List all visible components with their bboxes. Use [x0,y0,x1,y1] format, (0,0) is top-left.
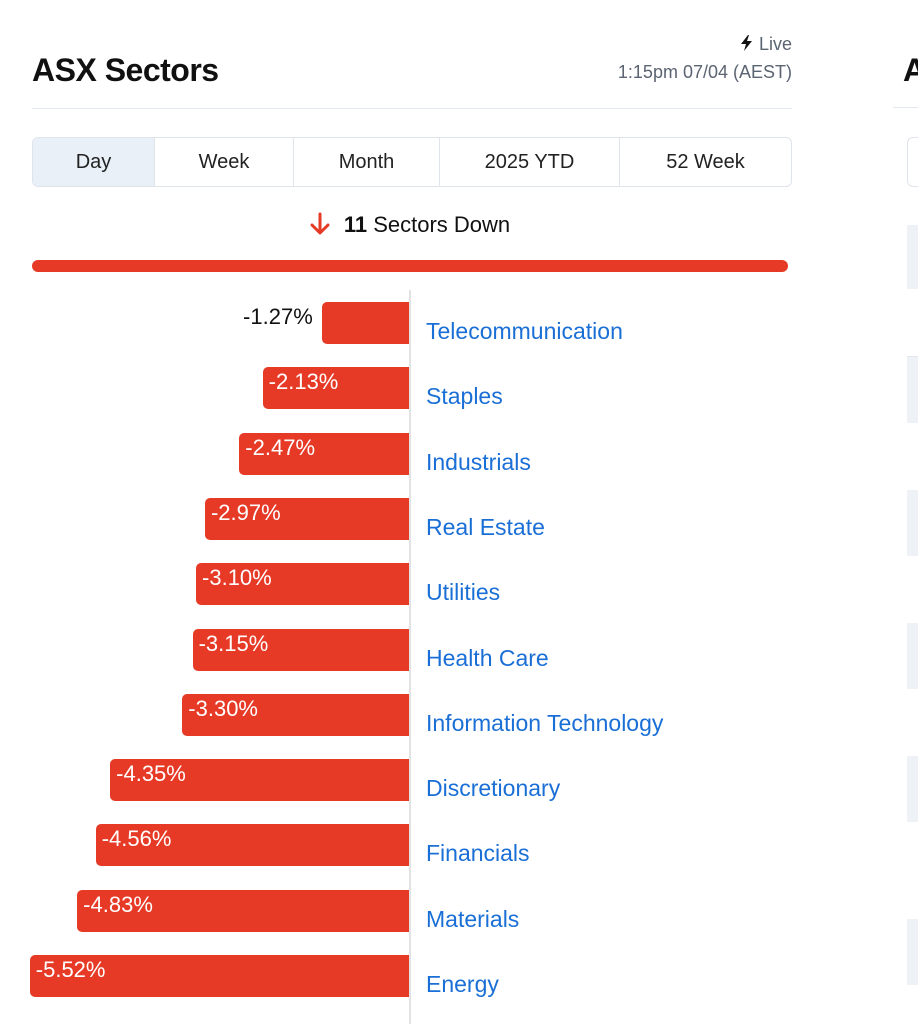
sector-bar [196,563,409,606]
sector-link-financials[interactable]: Financials [426,840,530,867]
sector-value-label: -3.15% [198,630,269,656]
lightning-bolt-icon [740,35,752,51]
sector-value-label: -3.10% [202,565,272,591]
sectors-summary: 11 Sectors Down [32,212,788,238]
widget-title: ASX Sectors [32,52,219,88]
sector-bar [262,367,409,410]
sectors-down-count: 11 [343,212,368,237]
sector-bar [239,432,409,475]
sector-bar [182,693,409,736]
sector-value-label: -2.47% [245,434,316,460]
tab-2025-ytd[interactable]: 2025 YTD [439,138,619,186]
adjacent-panel-tab[interactable] [907,137,918,187]
sector-link-staples[interactable]: Staples [426,383,503,410]
sector-value-label: -4.56% [101,826,172,852]
adjacent-panel-rule [907,356,918,357]
adjacent-panel-row [907,225,918,289]
zero-axis-line [409,290,411,1024]
timestamp: 1:15pm 07/04 (AEST) [617,62,792,82]
sector-link-telecommunication[interactable]: Telecommunication [426,318,623,344]
sector-link-industrials[interactable]: Industrials [426,448,531,475]
sector-value-label: -2.13% [268,369,339,395]
sector-bar [204,497,409,540]
adjacent-panel-divider [893,107,918,108]
sector-value-label: -3.30% [188,695,258,721]
adjacent-panel-title: A [903,52,918,88]
sector-bar [192,628,409,671]
sector-value-label: -4.83% [83,891,153,917]
widget-header: ASX Sectors Live 1:15pm 07/04 (AEST) [32,30,792,109]
adjacent-panel-row [907,357,918,423]
sector-value-label: -1.27% [243,304,313,329]
sector-bar [77,889,409,932]
tab-52-week[interactable]: 52 Week [619,138,791,186]
period-tabs: Day Week Month 2025 YTD 52 Week [32,137,792,187]
down-arrow-icon [310,212,330,235]
sector-link-discretionary[interactable]: Discretionary [426,775,561,802]
tab-week[interactable]: Week [154,138,293,186]
sector-bar-chart: -1.27% Telecommunication -2.13% Staples -2.4… [0,290,918,1024]
sectors-down-bar [32,260,788,272]
sector-bar [29,955,409,997]
sector-bar [321,302,409,344]
sectors-down-text: Sectors Down [373,212,511,237]
sector-link-real-estate[interactable]: Real Estate [426,513,545,540]
sector-value-label: -2.97% [210,499,281,525]
adjacent-panel-row [907,490,918,556]
live-label: Live [758,34,792,54]
sector-value-label: -5.52% [35,957,106,982]
sector-link-energy[interactable]: Energy [426,971,499,997]
tab-month[interactable]: Month [293,138,439,186]
sector-link-materials[interactable]: Materials [426,905,520,932]
sector-link-information-technology[interactable]: Information Technology [426,709,664,736]
adjacent-panel-row [907,623,918,689]
adjacent-panel: A [893,0,918,1024]
tab-day[interactable]: Day [33,138,154,186]
sector-value-label: -4.35% [116,761,186,787]
sector-bar [95,824,409,867]
live-indicator: Live [740,34,792,55]
sector-bar [110,759,409,802]
sector-link-utilities[interactable]: Utilities [426,579,501,606]
sector-link-health-care[interactable]: Health Care [426,644,549,671]
adjacent-panel-row [907,919,918,985]
adjacent-panel-row [907,756,918,822]
